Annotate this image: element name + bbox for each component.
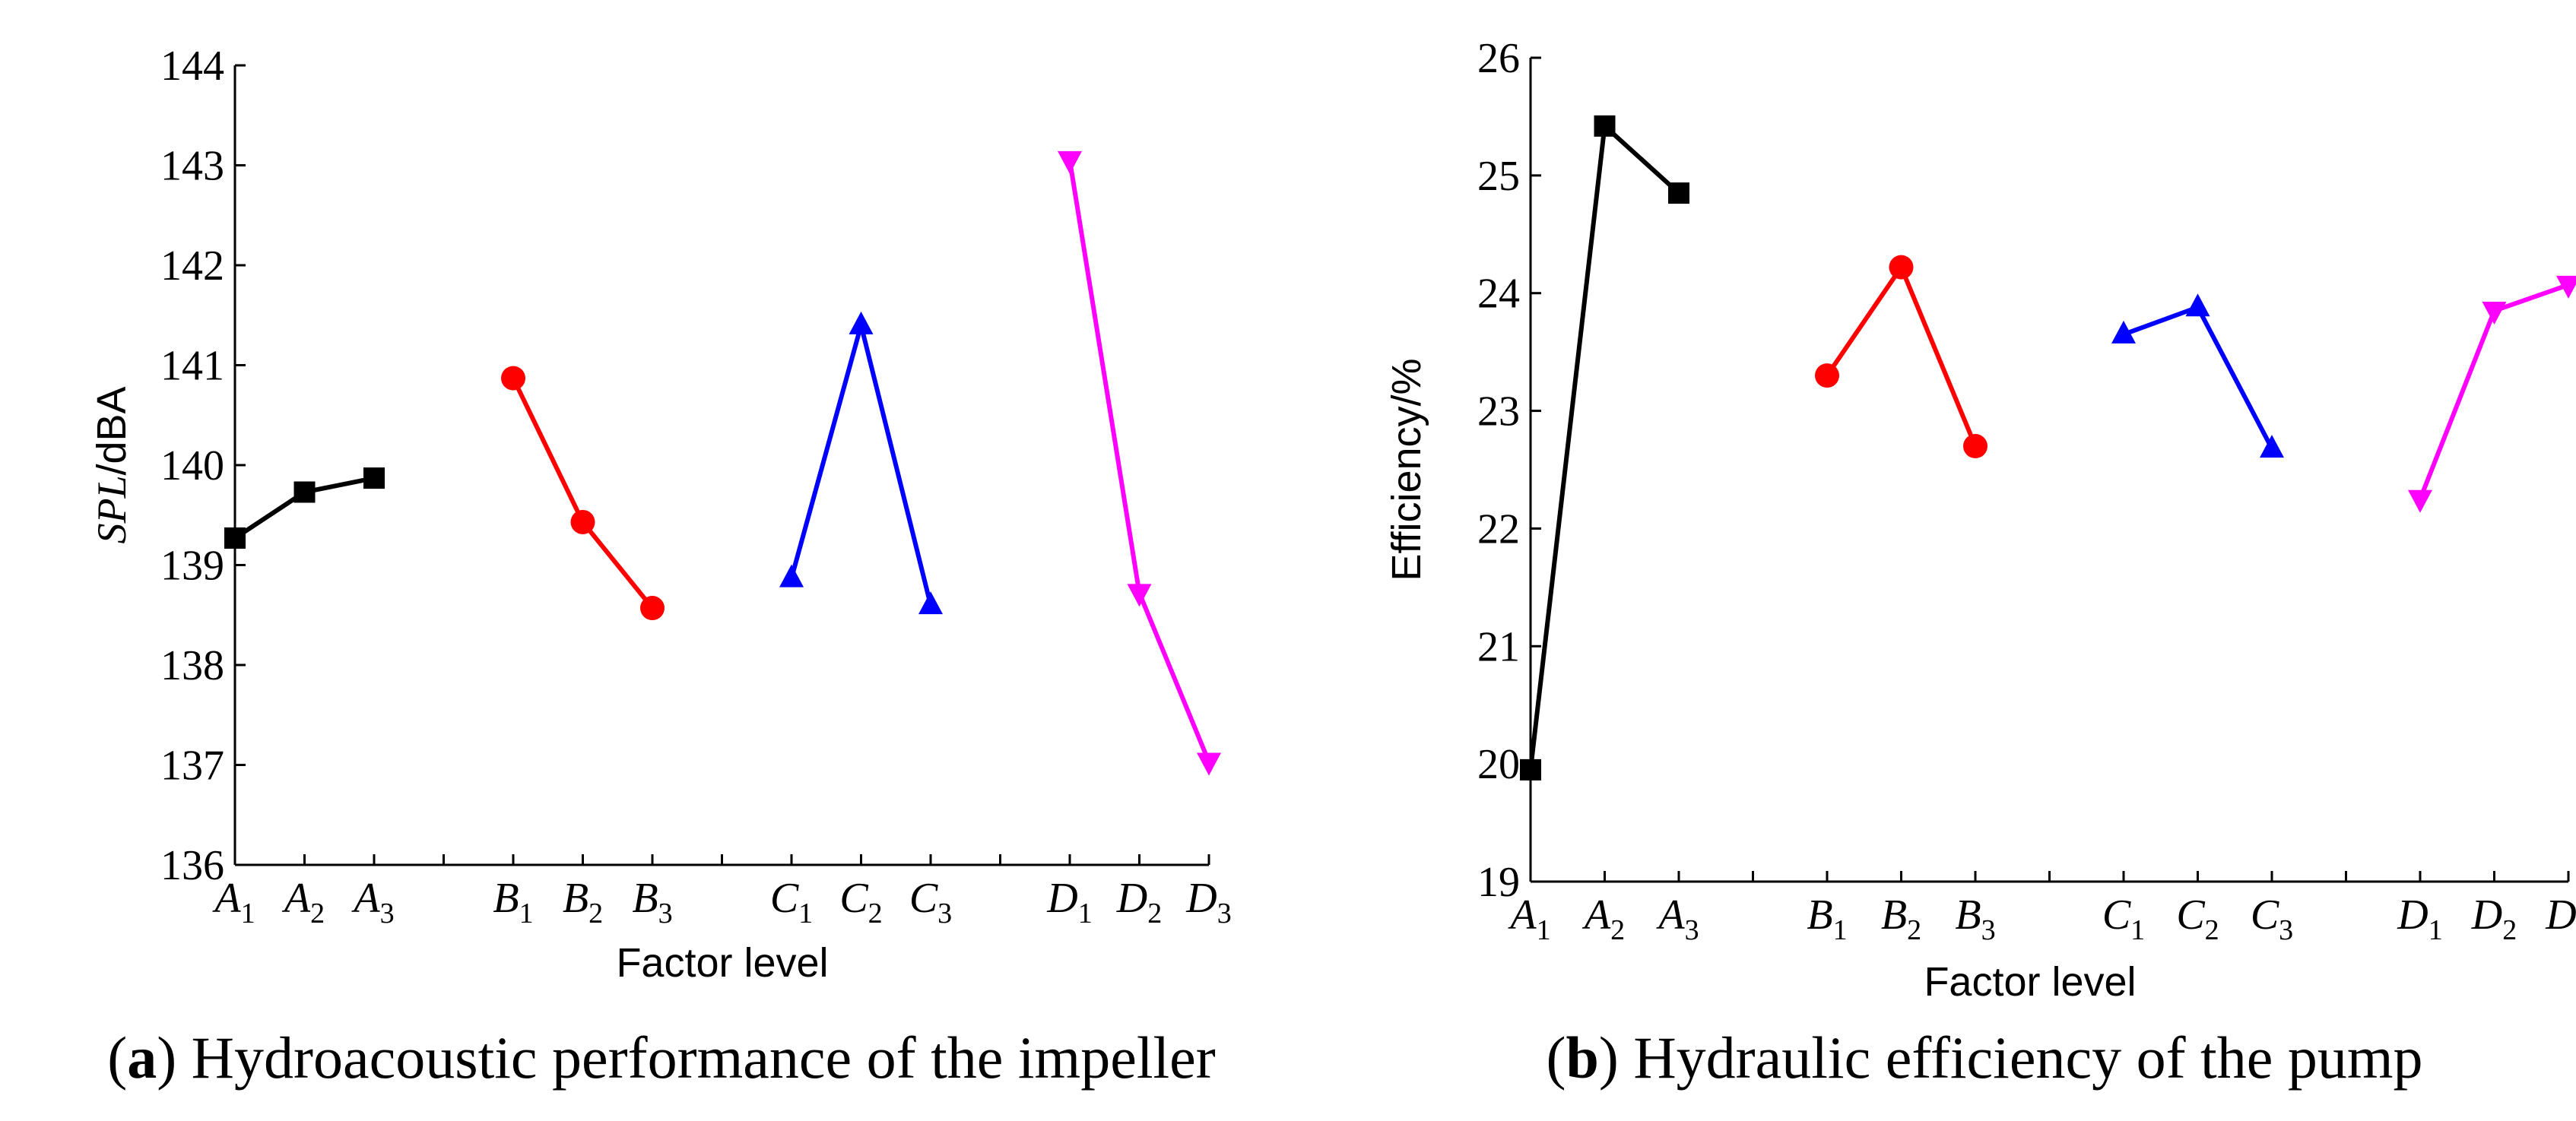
y-tick-label: 20 [1477, 741, 1520, 788]
marker [224, 527, 246, 549]
marker [1889, 255, 1914, 280]
x-tick-label: A3 [351, 875, 394, 929]
y-axis-label: SPL/dBA [89, 386, 135, 543]
y-tick-label: 139 [160, 543, 224, 590]
series-line [789, 316, 933, 606]
y-tick-label: 140 [160, 442, 224, 489]
y-tick-label: 19 [1477, 859, 1520, 906]
series-line [2122, 304, 2274, 450]
marker [1197, 752, 1221, 776]
series-line [1068, 160, 1211, 763]
x-tick-label: D3 [2545, 891, 2576, 946]
x-tick-label: A1 [1507, 891, 1550, 946]
marker [1127, 584, 1152, 607]
x-tick-label: D1 [2397, 891, 2442, 946]
y-tick-label: 138 [160, 642, 224, 689]
marker [1520, 758, 1541, 781]
x-tick-label: D2 [1116, 875, 1162, 929]
y-tick-label: 143 [160, 143, 224, 190]
x-tick-label: D2 [2471, 891, 2517, 946]
marker [2482, 301, 2507, 325]
x-tick-label: C1 [2102, 891, 2145, 946]
x-tick-label: B1 [1807, 891, 1847, 946]
x-tick-label: C3 [2251, 891, 2293, 946]
caption: (b) Hydraulic efficiency of the pump [1546, 1024, 2422, 1091]
x-tick-label: C3 [909, 875, 952, 929]
series-line [1825, 262, 1978, 448]
marker [1668, 182, 1689, 204]
y-tick-label: 23 [1477, 388, 1520, 435]
x-axis-label: Factor level [616, 940, 828, 986]
x-tick-label: D3 [1185, 875, 1231, 929]
y-tick-label: 25 [1477, 153, 1520, 200]
marker [1815, 363, 1839, 388]
y-tick-label: 144 [160, 43, 224, 90]
x-tick-label: C1 [770, 875, 813, 929]
marker [779, 564, 804, 587]
series-line [511, 377, 655, 610]
series-line [1528, 121, 1681, 771]
x-tick-label: B1 [493, 875, 533, 929]
y-tick-label: 21 [1477, 623, 1520, 670]
marker [918, 591, 943, 615]
marker [2408, 489, 2432, 513]
marker [1963, 434, 1988, 459]
caption: (a) Hydroacoustic performance of the imp… [107, 1024, 1216, 1091]
y-axis-label: Efficiency/% [1384, 358, 1429, 581]
y-tick-label: 136 [160, 842, 224, 889]
x-tick-label: B2 [1881, 891, 1921, 946]
x-tick-label: B3 [1955, 891, 1995, 946]
x-tick-label: A2 [1581, 891, 1625, 946]
marker [501, 366, 525, 391]
y-tick-label: 26 [1477, 35, 1520, 82]
marker [293, 481, 316, 503]
marker [2260, 435, 2284, 458]
x-tick-label: B2 [563, 875, 603, 929]
marker [2111, 320, 2136, 344]
marker [1058, 150, 1082, 174]
y-tick-label: 141 [160, 343, 224, 390]
x-tick-label: B3 [632, 875, 672, 929]
x-axis-label: Factor level [1924, 959, 2136, 1005]
marker [2185, 293, 2210, 317]
marker [570, 509, 595, 534]
marker [849, 311, 874, 334]
marker [1594, 115, 1616, 137]
x-tick-label: C2 [839, 875, 882, 929]
x-tick-label: C2 [2176, 891, 2219, 946]
y-tick-label: 142 [160, 242, 224, 290]
marker [363, 467, 385, 489]
x-tick-label: A2 [281, 875, 325, 929]
x-tick-label: A1 [211, 875, 255, 929]
x-tick-label: D1 [1046, 875, 1092, 929]
marker [2556, 275, 2576, 299]
x-tick-label: A3 [1655, 891, 1699, 946]
y-tick-label: 24 [1477, 271, 1520, 318]
marker [640, 596, 665, 621]
y-tick-label: 137 [160, 743, 224, 790]
y-tick-label: 22 [1477, 505, 1520, 553]
